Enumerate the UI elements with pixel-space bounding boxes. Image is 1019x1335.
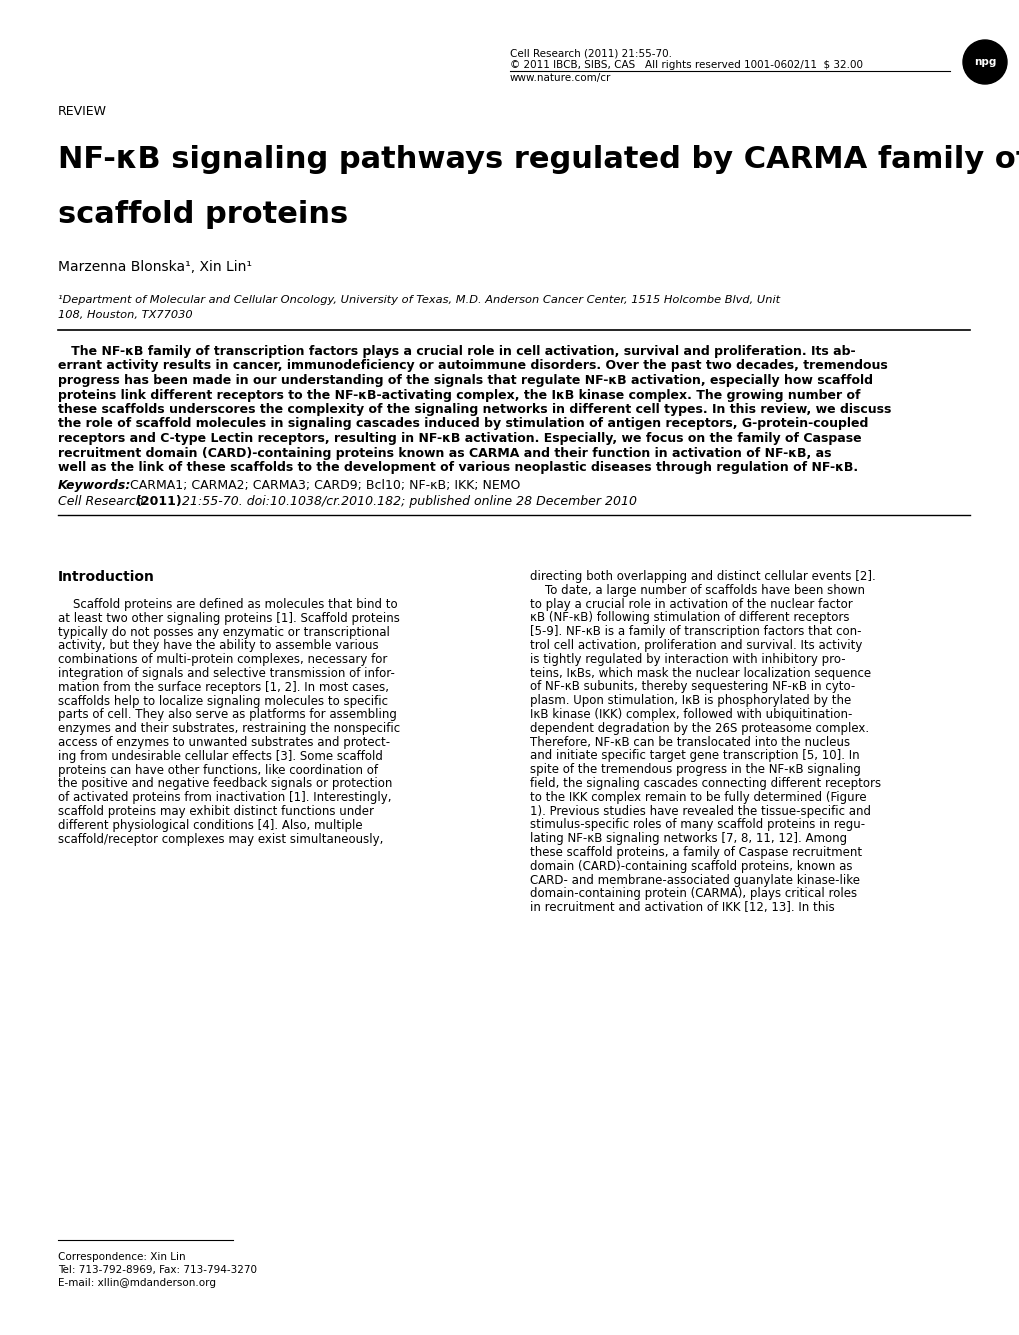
Text: The NF-κB family of transcription factors plays a crucial role in cell activatio: The NF-κB family of transcription factor… (58, 344, 855, 358)
Text: trol cell activation, proliferation and survival. Its activity: trol cell activation, proliferation and … (530, 639, 861, 651)
Text: κB (NF-κB) following stimulation of different receptors: κB (NF-κB) following stimulation of diff… (530, 611, 849, 625)
Text: Cell Research: Cell Research (58, 495, 144, 509)
Text: ing from undesirable cellular effects [3]. Some scaffold: ing from undesirable cellular effects [3… (58, 750, 382, 762)
Text: these scaffolds underscores the complexity of the signaling networks in differen: these scaffolds underscores the complexi… (58, 403, 891, 417)
Text: Marzenna Blonska¹, Xin Lin¹: Marzenna Blonska¹, Xin Lin¹ (58, 260, 252, 274)
Text: to play a crucial role in activation of the nuclear factor: to play a crucial role in activation of … (530, 598, 852, 610)
Text: domain (CARD)-containing scaffold proteins, known as: domain (CARD)-containing scaffold protei… (530, 860, 852, 873)
Text: activity, but they have the ability to assemble various: activity, but they have the ability to a… (58, 639, 378, 653)
Text: dependent degradation by the 26S proteasome complex.: dependent degradation by the 26S proteas… (530, 722, 868, 734)
Text: © 2011 IBCB, SIBS, CAS   All rights reserved 1001-0602/11  $ 32.00: © 2011 IBCB, SIBS, CAS All rights reserv… (510, 60, 862, 69)
Text: To date, a large number of scaffolds have been shown: To date, a large number of scaffolds hav… (530, 583, 864, 597)
Text: Scaffold proteins are defined as molecules that bind to: Scaffold proteins are defined as molecul… (58, 598, 397, 611)
Text: and initiate specific target gene transcription [5, 10]. In: and initiate specific target gene transc… (530, 749, 859, 762)
Text: scaffold/receptor complexes may exist simultaneously,: scaffold/receptor complexes may exist si… (58, 833, 383, 845)
Text: of NF-κB subunits, thereby sequestering NF-κB in cyto-: of NF-κB subunits, thereby sequestering … (530, 681, 854, 693)
Text: 108, Houston, TX77030: 108, Houston, TX77030 (58, 310, 193, 320)
Text: is tightly regulated by interaction with inhibitory pro-: is tightly regulated by interaction with… (530, 653, 845, 666)
Text: stimulus-specific roles of many scaffold proteins in regu-: stimulus-specific roles of many scaffold… (530, 818, 864, 832)
Text: different physiological conditions [4]. Also, multiple: different physiological conditions [4]. … (58, 818, 363, 832)
Text: Cell Research (2011) 21:55-70.: Cell Research (2011) 21:55-70. (510, 48, 672, 57)
Text: Therefore, NF-κB can be translocated into the nucleus: Therefore, NF-κB can be translocated int… (530, 736, 849, 749)
Text: integration of signals and selective transmission of infor-: integration of signals and selective tra… (58, 668, 394, 680)
Text: combinations of multi-protein complexes, necessary for: combinations of multi-protein complexes,… (58, 653, 387, 666)
Text: plasm. Upon stimulation, IκB is phosphorylated by the: plasm. Upon stimulation, IκB is phosphor… (530, 694, 851, 708)
Text: ¹Department of Molecular and Cellular Oncology, University of Texas, M.D. Anders: ¹Department of Molecular and Cellular On… (58, 295, 780, 304)
Text: progress has been made in our understanding of the signals that regulate NF-κB a: progress has been made in our understand… (58, 374, 872, 387)
Text: in recruitment and activation of IKK [12, 13]. In this: in recruitment and activation of IKK [12… (530, 901, 834, 914)
Text: teins, IκBs, which mask the nuclear localization sequence: teins, IκBs, which mask the nuclear loca… (530, 666, 870, 680)
Circle shape (962, 40, 1006, 84)
Text: NF-κB signaling pathways regulated by CARMA family of: NF-κB signaling pathways regulated by CA… (58, 146, 1019, 174)
Text: scaffold proteins may exhibit distinct functions under: scaffold proteins may exhibit distinct f… (58, 805, 374, 818)
Text: 21:55-70. doi:10.1038/cr.2010.182; published online 28 December 2010: 21:55-70. doi:10.1038/cr.2010.182; publi… (178, 495, 637, 509)
Text: well as the link of these scaffolds to the development of various neoplastic dis: well as the link of these scaffolds to t… (58, 461, 857, 474)
Text: Correspondence: Xin Lin: Correspondence: Xin Lin (58, 1252, 185, 1262)
Text: typically do not posses any enzymatic or transcriptional: typically do not posses any enzymatic or… (58, 626, 389, 638)
Text: recruitment domain (CARD)-containing proteins known as CARMA and their function : recruitment domain (CARD)-containing pro… (58, 446, 830, 459)
Text: spite of the tremendous progress in the NF-κB signaling: spite of the tremendous progress in the … (530, 764, 860, 776)
Text: at least two other signaling proteins [1]. Scaffold proteins: at least two other signaling proteins [1… (58, 611, 399, 625)
Text: errant activity results in cancer, immunodeficiency or autoimmune disorders. Ove: errant activity results in cancer, immun… (58, 359, 887, 372)
Text: these scaffold proteins, a family of Caspase recruitment: these scaffold proteins, a family of Cas… (530, 846, 861, 858)
Text: scaffolds help to localize signaling molecules to specific: scaffolds help to localize signaling mol… (58, 694, 387, 708)
Text: mation from the surface receptors [1, 2]. In most cases,: mation from the surface receptors [1, 2]… (58, 681, 388, 694)
Text: parts of cell. They also serve as platforms for assembling: parts of cell. They also serve as platfo… (58, 709, 396, 721)
Text: domain-containing protein (CARMA), plays critical roles: domain-containing protein (CARMA), plays… (530, 888, 856, 900)
Text: proteins can have other functions, like coordination of: proteins can have other functions, like … (58, 764, 378, 777)
Text: directing both overlapping and distinct cellular events [2].: directing both overlapping and distinct … (530, 570, 875, 583)
Text: field, the signaling cascades connecting different receptors: field, the signaling cascades connecting… (530, 777, 880, 790)
Text: Introduction: Introduction (58, 570, 155, 583)
Text: E-mail: xllin@mdanderson.org: E-mail: xllin@mdanderson.org (58, 1278, 216, 1288)
Text: to the IKK complex remain to be fully determined (Figure: to the IKK complex remain to be fully de… (530, 790, 866, 804)
Text: the positive and negative feedback signals or protection: the positive and negative feedback signa… (58, 777, 392, 790)
Text: access of enzymes to unwanted substrates and protect-: access of enzymes to unwanted substrates… (58, 736, 389, 749)
Text: of activated proteins from inactivation [1]. Interestingly,: of activated proteins from inactivation … (58, 792, 391, 804)
Text: CARD- and membrane-associated guanylate kinase-like: CARD- and membrane-associated guanylate … (530, 873, 859, 886)
Text: the role of scaffold molecules in signaling cascades induced by stimulation of a: the role of scaffold molecules in signal… (58, 418, 867, 430)
Text: enzymes and their substrates, restraining the nonspecific: enzymes and their substrates, restrainin… (58, 722, 399, 736)
Text: scaffold proteins: scaffold proteins (58, 200, 347, 230)
Text: npg: npg (973, 57, 996, 67)
Text: [5-9]. NF-κB is a family of transcription factors that con-: [5-9]. NF-κB is a family of transcriptio… (530, 625, 861, 638)
Text: 1). Previous studies have revealed the tissue-specific and: 1). Previous studies have revealed the t… (530, 805, 870, 817)
Text: receptors and C-type Lectin receptors, resulting in NF-κB activation. Especially: receptors and C-type Lectin receptors, r… (58, 433, 861, 445)
Text: Keywords:: Keywords: (58, 479, 131, 493)
Text: proteins link different receptors to the NF-κB-activating complex, the IκB kinas: proteins link different receptors to the… (58, 388, 860, 402)
Text: REVIEW: REVIEW (58, 105, 107, 117)
Text: IκB kinase (IKK) complex, followed with ubiquitination-: IκB kinase (IKK) complex, followed with … (530, 708, 852, 721)
Text: www.nature.com/cr: www.nature.com/cr (510, 73, 610, 83)
Text: Tel: 713-792-8969, Fax: 713-794-3270: Tel: 713-792-8969, Fax: 713-794-3270 (58, 1266, 257, 1275)
Text: lating NF-κB signaling networks [7, 8, 11, 12]. Among: lating NF-κB signaling networks [7, 8, 1… (530, 832, 847, 845)
Text: (2011): (2011) (136, 495, 182, 509)
Text: CARMA1; CARMA2; CARMA3; CARD9; Bcl10; NF-κB; IKK; NEMO: CARMA1; CARMA2; CARMA3; CARD9; Bcl10; NF… (126, 479, 520, 493)
